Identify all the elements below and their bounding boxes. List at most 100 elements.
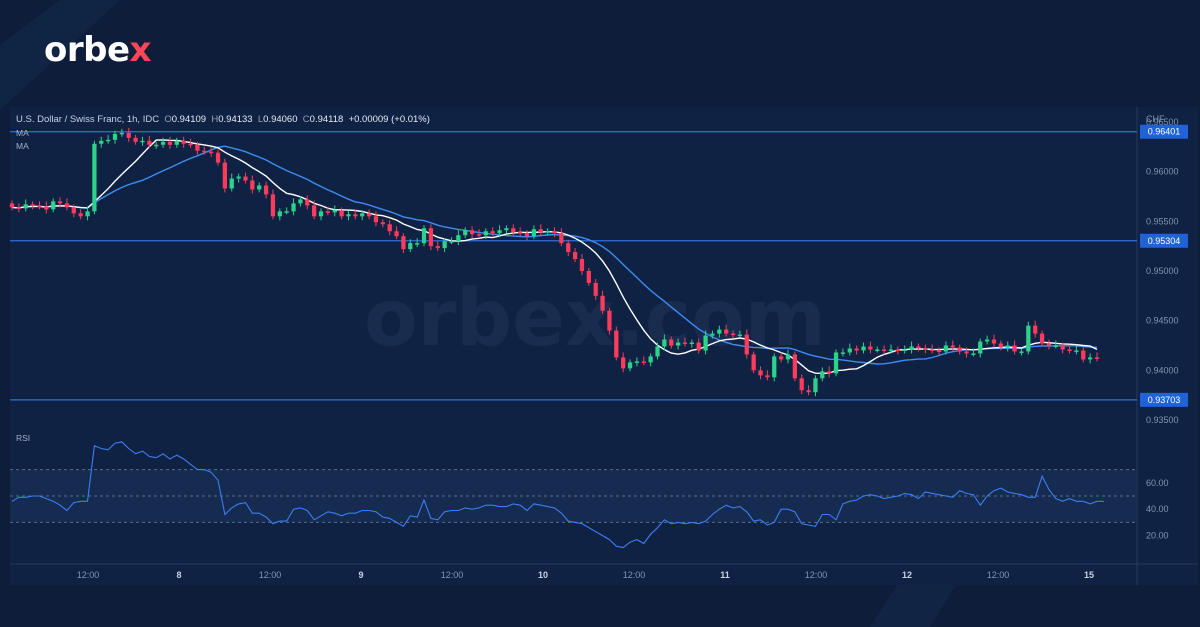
time-tick-label: 8	[176, 570, 181, 580]
change-value: +0.00009 (+0.01%)	[348, 114, 430, 125]
candle-body	[957, 347, 962, 352]
candle-body	[772, 356, 777, 378]
candle-body	[490, 231, 495, 234]
candle-body	[57, 201, 63, 204]
candle-body	[408, 243, 413, 250]
candle-body	[497, 230, 502, 234]
rsi-tick-label: 20.00	[1146, 531, 1169, 541]
candle-body	[243, 176, 248, 181]
candle-body	[689, 342, 694, 345]
candle-body	[662, 339, 667, 347]
price-tick-label: 0.95500	[1146, 216, 1179, 226]
candle-body	[449, 241, 454, 243]
time-tick-label: 15	[1084, 570, 1094, 580]
candle-body	[215, 152, 221, 163]
candle-body	[160, 141, 166, 145]
candle-body	[579, 259, 585, 271]
candle-body	[366, 213, 372, 217]
ma-indicator-label[interactable]: MA	[16, 128, 29, 138]
candle-body	[943, 345, 949, 352]
candle-body	[421, 228, 427, 244]
ma-indicator-label-2[interactable]: MA	[16, 141, 29, 151]
candle-body	[765, 375, 770, 378]
candle-body	[78, 213, 83, 217]
candle-body	[463, 230, 468, 236]
rsi-tick-label: 40.00	[1146, 504, 1169, 514]
candle-body	[140, 140, 145, 143]
candle-body	[572, 252, 578, 260]
candle-body	[119, 132, 125, 135]
candle-body	[895, 349, 900, 351]
candle-body	[167, 141, 173, 145]
candle-body	[881, 349, 887, 351]
candle-body	[552, 231, 557, 234]
candle-body	[538, 229, 543, 233]
candle-body	[724, 329, 729, 334]
candle-body	[593, 282, 598, 296]
candle-body	[469, 230, 475, 235]
candle-body	[44, 206, 49, 210]
candle-body	[1067, 349, 1072, 351]
candle-body	[737, 334, 743, 337]
candle-body	[950, 345, 955, 348]
candle-body	[641, 361, 646, 363]
candle-body	[730, 333, 736, 336]
candle-body	[380, 222, 385, 225]
low-label: L	[257, 114, 264, 125]
candle-body	[998, 343, 1003, 348]
candle-body	[1019, 351, 1024, 353]
candle-body	[270, 194, 276, 217]
candle-body	[627, 362, 633, 369]
candle-body	[792, 354, 797, 379]
candle-body	[854, 348, 859, 351]
rsi-tick-label: 60.00	[1146, 478, 1169, 488]
candle-body	[263, 185, 269, 195]
price-tick-label: 0.96000	[1146, 167, 1179, 177]
candle-body	[648, 356, 653, 363]
time-tick-label: 9	[358, 570, 363, 580]
rsi-indicator-label[interactable]: RSI	[16, 433, 31, 443]
candle-body	[99, 140, 104, 144]
candle-body	[758, 370, 763, 376]
candle-body	[483, 231, 488, 236]
candle-body	[277, 211, 282, 217]
candle-body	[964, 351, 969, 354]
candle-body	[531, 229, 537, 237]
candle-body	[64, 203, 70, 208]
time-tick-label: 12:00	[259, 570, 282, 580]
candle-body	[586, 270, 591, 283]
low-value: 0.94060	[263, 114, 298, 125]
candle-body	[325, 211, 331, 213]
candle-body	[1074, 350, 1079, 352]
candle-body	[346, 214, 351, 217]
candle-body	[923, 348, 928, 350]
candle-body	[827, 371, 832, 374]
candle-body	[1053, 345, 1058, 347]
rsi-line	[11, 441, 1104, 549]
candle-body	[936, 350, 942, 352]
candle-body	[202, 150, 207, 153]
candle-body	[1094, 357, 1100, 359]
candle-body	[360, 213, 365, 217]
candle-body	[559, 233, 564, 244]
symbol-label: U.S. Dollar / Swiss Franc, 1h, IDC	[16, 114, 160, 125]
candle-body	[703, 335, 708, 351]
candle-body	[785, 354, 791, 360]
price-tick-label: 0.93500	[1146, 415, 1179, 425]
candle-body	[291, 203, 296, 212]
candle-body	[875, 349, 880, 351]
candle-body	[147, 140, 152, 145]
high-value: 0.94133	[218, 114, 253, 125]
candle-body	[813, 378, 818, 393]
candle-body	[209, 151, 214, 154]
price-tick-label: 0.95000	[1146, 266, 1179, 276]
orbex-logo: orbex	[44, 30, 151, 70]
open-value: 0.94109	[171, 114, 207, 125]
candle-body	[1012, 345, 1017, 352]
price-tick-label: 0.94000	[1146, 365, 1179, 375]
time-tick-label: 12:00	[441, 570, 464, 580]
candle-body	[518, 232, 523, 234]
candle-body	[16, 207, 21, 209]
candle-body	[188, 143, 193, 146]
